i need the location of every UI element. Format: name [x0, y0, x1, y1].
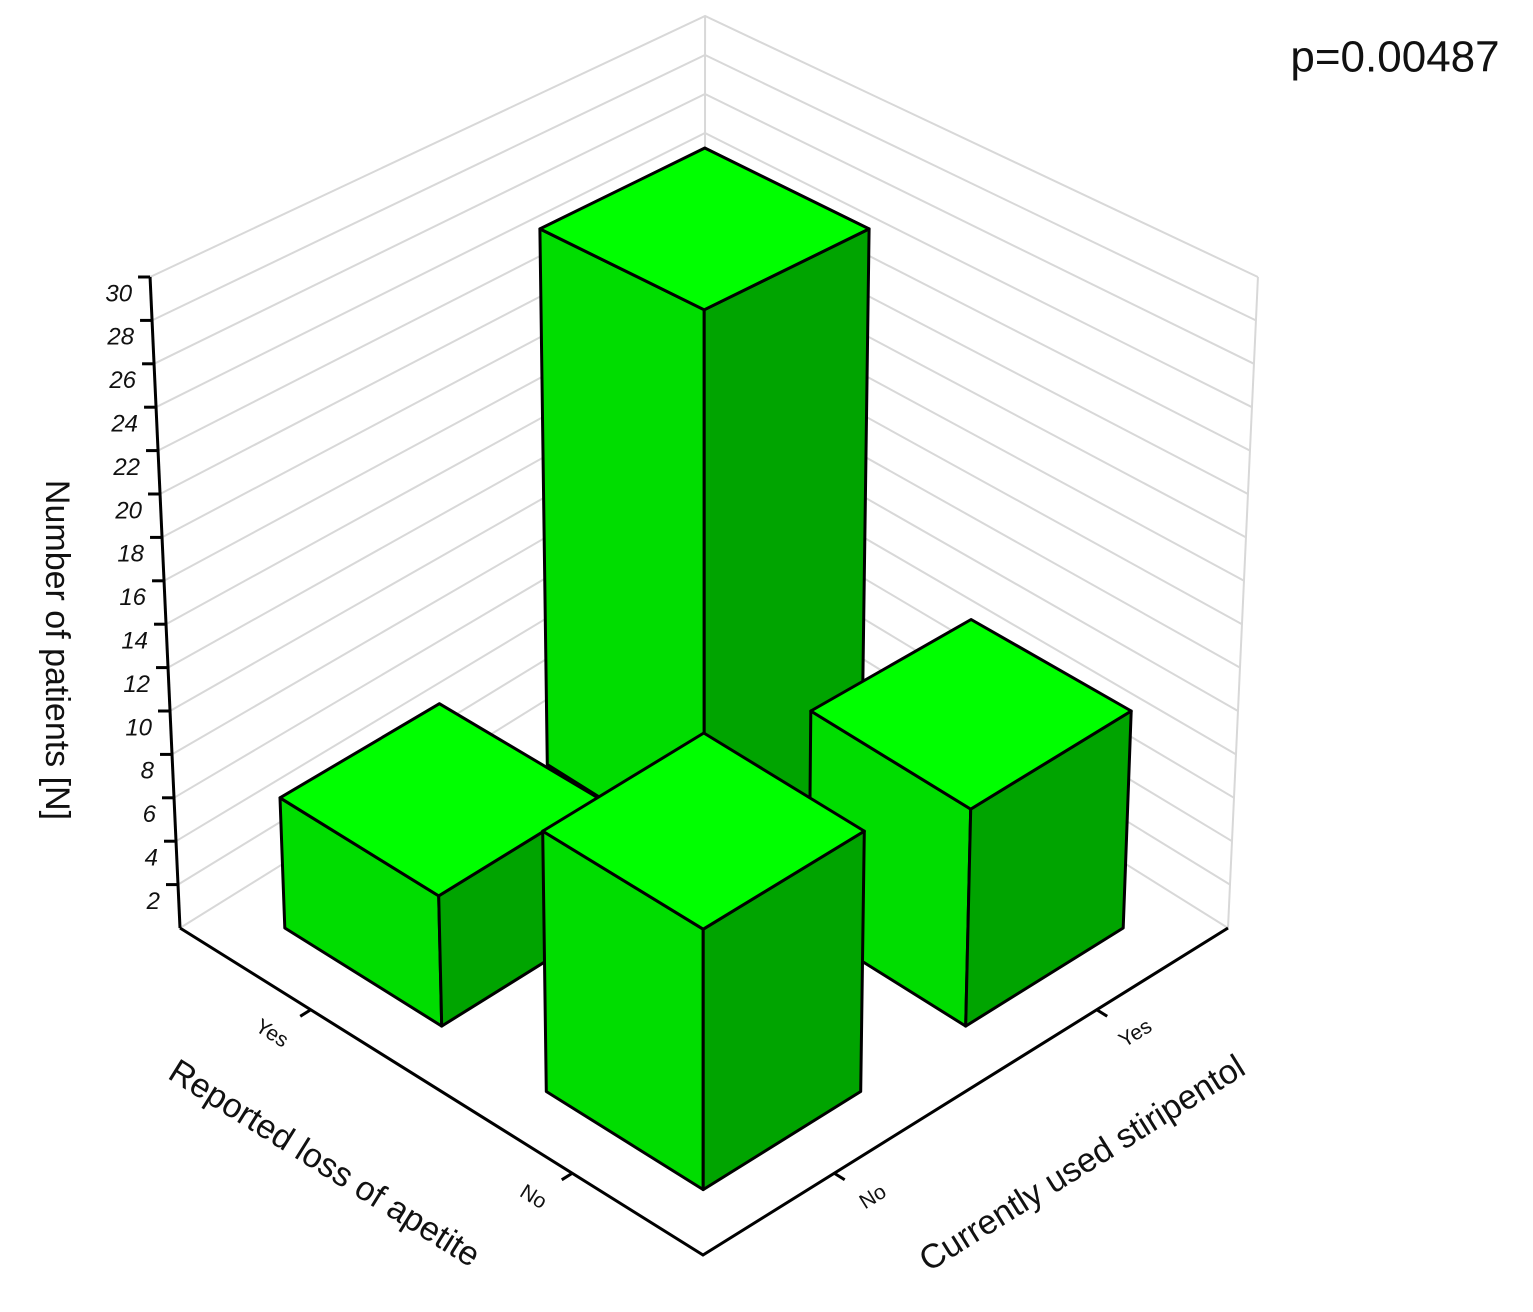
wall-edge [1227, 276, 1259, 929]
bar-top-face [809, 618, 1133, 811]
y-tick-label: 10 [125, 714, 152, 741]
y-tick-label: 26 [108, 367, 136, 394]
y-tick-label: 8 [141, 758, 155, 785]
z-tick [833, 1171, 846, 1182]
grid-line [153, 92, 1255, 365]
bar-top-face [541, 731, 866, 931]
y-tick-label: 12 [123, 671, 150, 698]
ground-axis [179, 926, 1229, 1257]
y-tick-label: 28 [106, 324, 134, 351]
p-value: p=0.00487 [1290, 33, 1499, 82]
y-tick-label: 14 [121, 628, 148, 655]
bar [541, 731, 866, 1192]
y-tick-label: 20 [114, 497, 142, 524]
x-tick-label: No [516, 1180, 551, 1214]
z-axis-title: Currently used stiripentol [913, 1048, 1252, 1280]
y-tick-label: 16 [119, 584, 146, 611]
y-tick-label: 4 [145, 845, 158, 872]
y-tick-label: 2 [146, 888, 160, 915]
x-tick-label: Yes [251, 1015, 292, 1053]
y-axis [148, 276, 182, 929]
grid-line [155, 131, 1253, 409]
x-tick [560, 1171, 574, 1182]
z-tick [1095, 1008, 1109, 1018]
y-tick-label: 24 [110, 411, 138, 438]
bar-top-face [538, 146, 871, 312]
y-tick-label: 22 [112, 454, 140, 481]
y-axis-title: Number of patients [N] [38, 480, 76, 820]
x-tick [299, 1008, 312, 1018]
z-tick-label: Yes [1115, 1015, 1156, 1053]
z-tick-label: No [855, 1180, 890, 1214]
y-tick-label: 30 [105, 280, 132, 307]
y-tick-label: 6 [143, 801, 157, 828]
x-axis-title: Reported loss of apetite [162, 1052, 487, 1275]
grid-line [151, 53, 1257, 322]
y-tick-label: 18 [117, 541, 144, 568]
grid-line [149, 14, 1259, 278]
